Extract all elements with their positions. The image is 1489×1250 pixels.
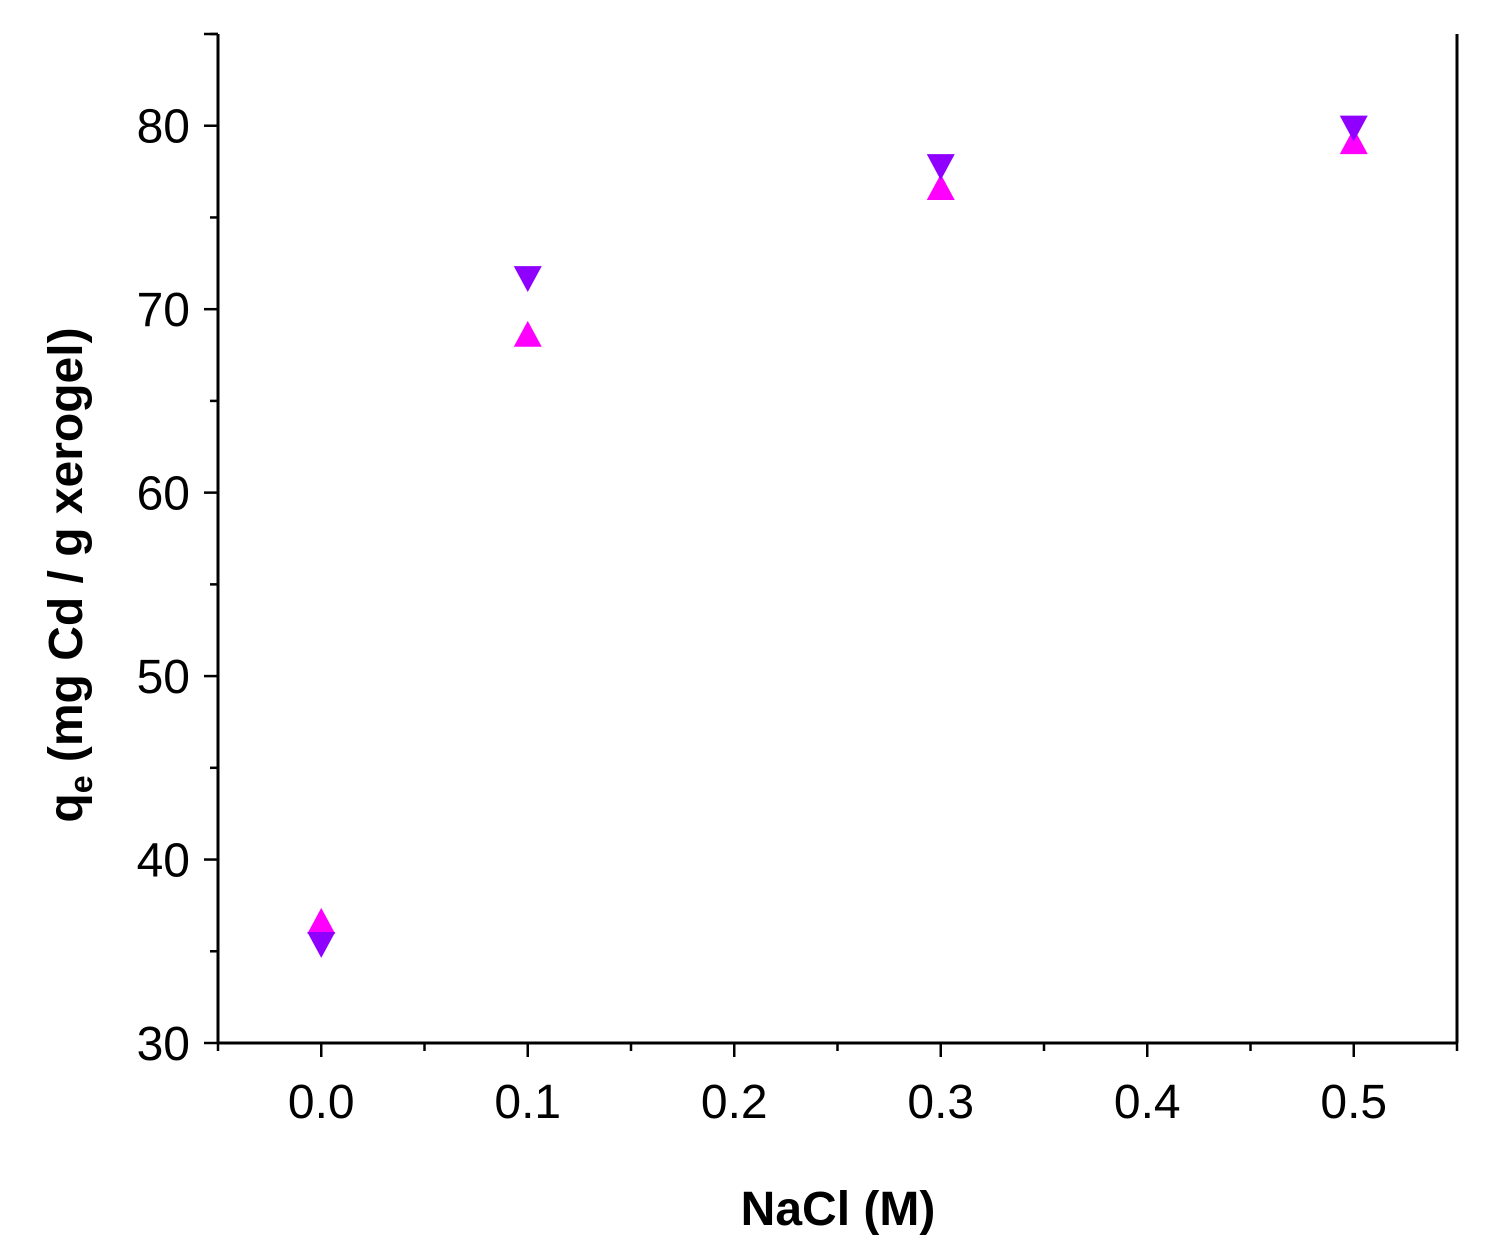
- x-tick-label: 0.5: [1320, 1076, 1387, 1129]
- y-tick-labels: 30 40 50 60 70 80: [137, 101, 190, 1071]
- y-tick-label: 80: [137, 101, 190, 154]
- y-tick-label: 40: [137, 835, 190, 888]
- triangle-down-marker: [1339, 115, 1368, 142]
- y-axis-title-subscript: e: [63, 775, 99, 793]
- x-tick-label: 0.2: [701, 1076, 768, 1129]
- x-tick-label: 0.4: [1114, 1076, 1181, 1129]
- y-tick-label: 30: [137, 1018, 190, 1071]
- y-tick-label: 60: [137, 468, 190, 521]
- x-tick-label: 0.1: [494, 1076, 561, 1129]
- x-ticks: [216, 1043, 1459, 1057]
- data-markers: [307, 115, 1368, 958]
- x-tick-labels: 0.0 0.1 0.2 0.3 0.4 0.5: [288, 1076, 1387, 1129]
- x-tick-label: 0.0: [288, 1076, 355, 1129]
- triangle-up-marker: [307, 907, 336, 934]
- triangle-down-marker: [307, 932, 336, 958]
- triangle-down-marker: [513, 266, 542, 292]
- x-tick-label: 0.3: [907, 1076, 974, 1129]
- plot-frame: [216, 34, 1459, 1045]
- y-ticks: [204, 32, 218, 1045]
- y-axis-title-main: q: [40, 793, 93, 822]
- y-tick-label: 70: [137, 284, 190, 337]
- triangle-down-marker: [926, 154, 955, 181]
- y-tick-label: 50: [137, 651, 190, 704]
- x-axis-title: NaCl (M): [741, 1183, 936, 1236]
- y-axis-title: qe (mg Cd / g xerogel): [40, 327, 99, 822]
- triangle-up-marker: [513, 320, 542, 347]
- y-axis-title-rest: (mg Cd / g xerogel): [40, 327, 93, 775]
- triangle-up-marker: [926, 174, 955, 201]
